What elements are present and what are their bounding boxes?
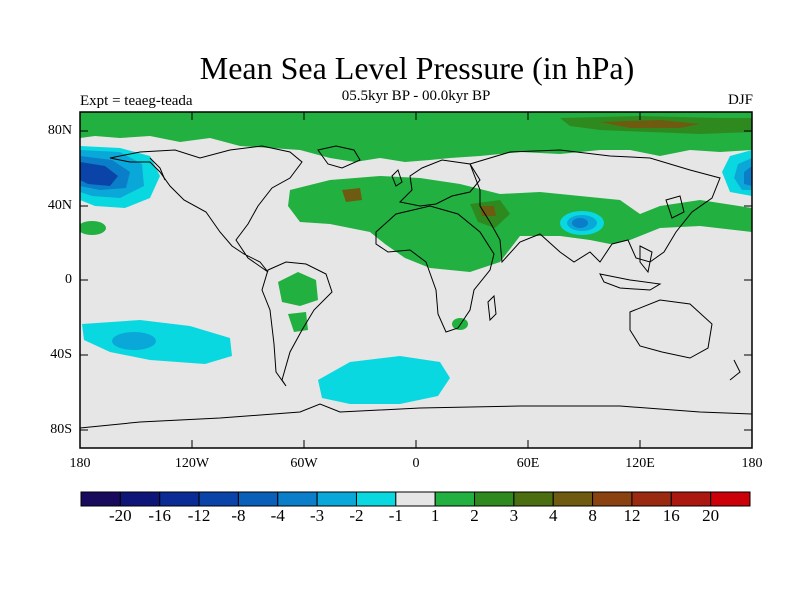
colorbar-label: -3 <box>310 506 325 525</box>
y-tick-label: 80N <box>47 123 72 138</box>
colorbar-swatch <box>355 491 397 507</box>
arctic-olive-anomaly <box>600 120 700 128</box>
colorbar-label: 2 <box>470 506 479 525</box>
x-tick-label: 120E <box>625 456 655 471</box>
south-america-positive <box>278 272 318 306</box>
colorbar-label: -4 <box>270 506 285 525</box>
map-title: Mean Sea Level Pressure (in hPa) <box>199 50 635 86</box>
x-tick-label: 0 <box>412 456 420 471</box>
colorbar-label: 1 <box>430 506 440 525</box>
colorbar-label: -16 <box>148 506 172 525</box>
map-subtitle: 05.5kyr BP - 00.0kyr BP <box>341 88 491 104</box>
colorbar-label: 12 <box>623 506 641 525</box>
axis-ticks <box>80 112 752 448</box>
colorbar-swatch <box>80 491 121 507</box>
colorbar-swatch <box>237 491 279 507</box>
colorbar-swatch <box>552 491 594 507</box>
south-pacific-negative-anomaly <box>82 320 232 364</box>
x-tick-label: 120W <box>174 456 210 471</box>
colorbar-label: 4 <box>548 506 558 525</box>
colorbar-swatch <box>277 491 318 507</box>
colorbar-label: -2 <box>349 506 364 525</box>
colorbar-swatch <box>513 491 554 507</box>
y-tick-label: 40S <box>50 347 72 362</box>
coastlines <box>80 145 752 429</box>
pacific-small-positive <box>80 221 106 235</box>
middle-east-olive-anomaly <box>480 206 496 216</box>
colorbar-swatch <box>670 491 712 507</box>
y-tick-label: 0 <box>65 272 72 287</box>
y-tick-label: 40N <box>47 198 72 213</box>
eurasia-positive-anomaly <box>288 176 752 272</box>
colorbar-label: -12 <box>187 506 211 525</box>
colorbar-swatch <box>395 491 436 507</box>
south-atlantic-negative-anomaly <box>318 356 450 404</box>
colorbar-swatch <box>159 491 200 507</box>
y-tick-label: 80S <box>50 422 72 437</box>
colorbar-swatch <box>710 491 751 507</box>
atlantic-olive-anomaly <box>342 188 362 202</box>
x-tick-label: 60W <box>290 456 318 471</box>
colorbar-swatch <box>631 491 672 507</box>
colorbar-swatch <box>434 491 476 507</box>
colorbar-label: 3 <box>509 506 519 525</box>
colorbar-label: 16 <box>662 506 680 525</box>
colorbar-label: -8 <box>231 506 246 525</box>
x-tick-label: 180 <box>741 456 763 471</box>
colorbar-label: -20 <box>109 506 132 525</box>
x-tick-label: 60E <box>516 456 540 471</box>
colorbar-swatch <box>474 491 515 507</box>
south-africa-positive <box>452 318 468 330</box>
experiment-label: Expt = teaeg-teada <box>80 93 193 109</box>
colorbar <box>80 491 751 507</box>
x-tick-label: 180 <box>69 456 91 471</box>
colorbar-label: 8 <box>588 506 597 525</box>
colorbar-swatch <box>198 491 239 507</box>
colorbar-label: -1 <box>388 506 403 525</box>
colorbar-swatch <box>119 491 161 507</box>
colorbar-label: 20 <box>702 506 720 525</box>
colorbar-swatch <box>316 491 357 507</box>
season-label: DJF <box>727 92 753 108</box>
colorbar-swatch <box>592 491 633 507</box>
